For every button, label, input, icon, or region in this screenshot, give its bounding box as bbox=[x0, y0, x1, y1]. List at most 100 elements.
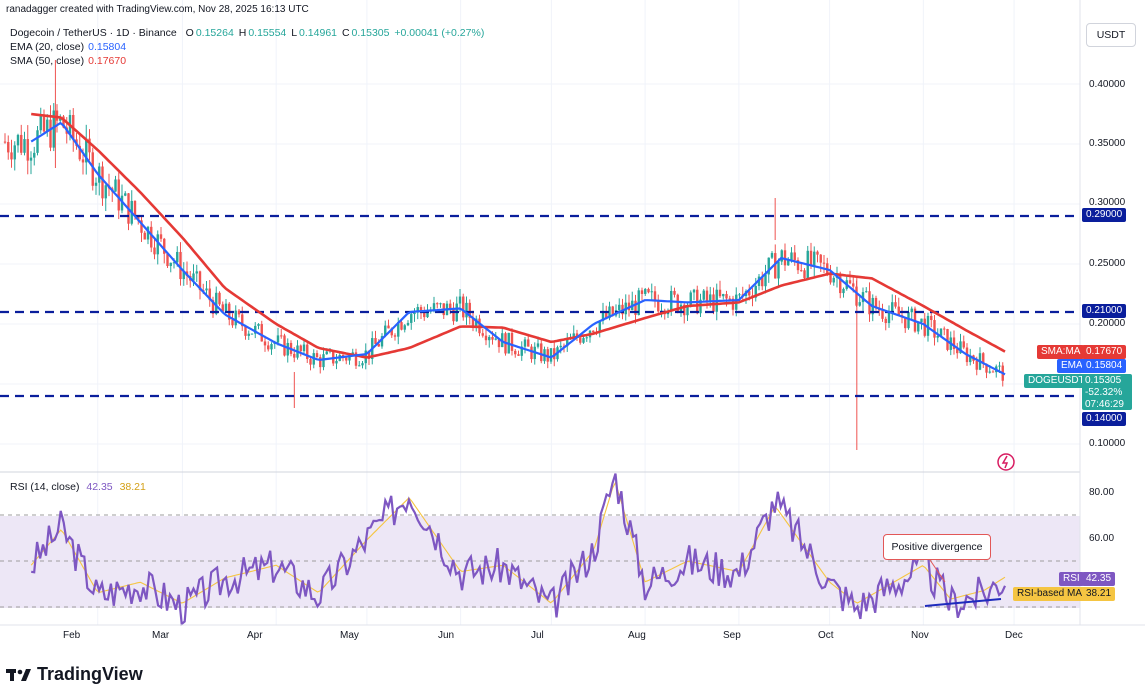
candle-body bbox=[884, 318, 887, 324]
candle-body bbox=[133, 200, 137, 217]
candle-body bbox=[926, 315, 930, 336]
candle-body bbox=[13, 145, 16, 160]
candle-body bbox=[432, 303, 436, 311]
candle-body bbox=[907, 312, 910, 329]
candle-body bbox=[829, 273, 832, 283]
candle-body bbox=[777, 261, 780, 279]
candle-body bbox=[647, 288, 650, 293]
candle-body bbox=[276, 335, 280, 343]
candle-body bbox=[29, 157, 33, 161]
ohlc-l-label: L bbox=[291, 27, 298, 39]
candle-body bbox=[917, 321, 920, 332]
candle-body bbox=[553, 348, 556, 360]
candle-body bbox=[933, 320, 936, 338]
candle-body bbox=[943, 328, 946, 330]
rsi-ma-tag-label: RSI-based MA bbox=[1013, 587, 1087, 601]
candle-body bbox=[816, 251, 819, 255]
candle-body bbox=[224, 303, 228, 312]
rsi-value: 42.35 bbox=[86, 481, 113, 493]
candle-body bbox=[211, 300, 215, 314]
candle-body bbox=[991, 371, 995, 373]
candle-body bbox=[10, 152, 13, 160]
candle-body bbox=[250, 333, 254, 335]
candle-body bbox=[718, 289, 722, 297]
candle-body bbox=[114, 179, 117, 192]
brand-name: TradingView bbox=[37, 664, 143, 684]
candle-body bbox=[413, 312, 416, 315]
candle-body bbox=[488, 336, 491, 341]
candle-body bbox=[471, 317, 475, 327]
candle-body bbox=[497, 338, 501, 348]
candle-body bbox=[530, 346, 533, 360]
candle-body bbox=[306, 344, 309, 359]
candle-body bbox=[315, 353, 319, 358]
sma-tag-value: 0.17670 bbox=[1082, 345, 1127, 359]
candle-body bbox=[62, 116, 65, 128]
legend-sma[interactable]: SMA (50, close) 0.17670 bbox=[10, 55, 126, 67]
candle-body bbox=[803, 270, 806, 278]
candle-body bbox=[793, 252, 796, 261]
candle-body bbox=[367, 350, 371, 359]
ohlc-c: 0.15305 bbox=[351, 27, 390, 39]
candle-body bbox=[510, 332, 514, 351]
candle-body bbox=[969, 355, 972, 363]
candle-body bbox=[195, 271, 198, 274]
candle-body bbox=[377, 343, 380, 347]
candle-body bbox=[650, 291, 653, 293]
candle-body bbox=[117, 179, 120, 211]
candle-body bbox=[754, 285, 757, 298]
time-tick: Dec bbox=[1005, 630, 1023, 641]
candle-body bbox=[881, 310, 884, 319]
divergence-annotation[interactable]: Positive divergence bbox=[883, 534, 991, 560]
candle-body bbox=[813, 251, 816, 267]
candle-body bbox=[930, 315, 933, 321]
candle-body bbox=[673, 290, 676, 295]
legend-symbol[interactable]: Dogecoin / TetherUS · 1D · Binance bbox=[10, 27, 177, 39]
candle-body bbox=[920, 318, 923, 322]
candle-body bbox=[325, 351, 328, 355]
candle-body bbox=[579, 337, 582, 343]
price-tick: 0.20000 bbox=[1089, 318, 1126, 329]
currency-button[interactable]: USDT bbox=[1086, 23, 1136, 47]
candle-body bbox=[962, 341, 965, 348]
candle-body bbox=[475, 318, 478, 327]
candle-body bbox=[7, 142, 10, 153]
candle-body bbox=[780, 250, 783, 262]
candle-body bbox=[644, 288, 647, 294]
candle-body bbox=[221, 304, 224, 312]
price-tick: 0.30000 bbox=[1089, 197, 1126, 208]
tradingview-logo[interactable]: TradingView bbox=[6, 664, 143, 685]
candle-body bbox=[263, 341, 267, 346]
candle-body bbox=[582, 338, 585, 343]
candle-body bbox=[309, 358, 312, 365]
candle-body bbox=[689, 292, 692, 307]
candle-body bbox=[800, 270, 803, 272]
candle-body bbox=[436, 303, 439, 305]
candle-body bbox=[523, 339, 527, 347]
level-tag-014: 0.14000 bbox=[1082, 412, 1127, 426]
symbol-price-box: 0.15305 -52.32% 07:46:29 bbox=[1082, 374, 1132, 410]
ohlc-h-label: H bbox=[238, 27, 247, 39]
candle-body bbox=[241, 314, 244, 327]
ohlc-o-label: O bbox=[185, 27, 194, 39]
candle-body bbox=[88, 138, 91, 153]
legend-ema[interactable]: EMA (20, close) 0.15804 bbox=[10, 41, 126, 53]
legend-symbol-row: Dogecoin / TetherUS · 1D · Binance O 0.15… bbox=[10, 27, 486, 39]
alert-icon[interactable] bbox=[997, 453, 1015, 471]
candle-body bbox=[335, 360, 338, 364]
ohlc-o: 0.15264 bbox=[195, 27, 234, 39]
candle-body bbox=[85, 138, 88, 163]
candle-body bbox=[78, 145, 81, 160]
candle-body bbox=[146, 226, 150, 240]
candle-body bbox=[205, 288, 208, 291]
candle-body bbox=[998, 365, 1001, 367]
candle-body bbox=[891, 302, 894, 313]
candle-body bbox=[159, 234, 163, 239]
ohlc-h: 0.15554 bbox=[248, 27, 287, 39]
candle-body bbox=[686, 306, 689, 316]
bar-countdown: 07:46:29 bbox=[1085, 399, 1124, 410]
candle-body bbox=[182, 271, 185, 280]
legend-rsi[interactable]: RSI (14, close) 42.35 38.21 bbox=[10, 481, 146, 493]
candle-body bbox=[16, 134, 20, 146]
